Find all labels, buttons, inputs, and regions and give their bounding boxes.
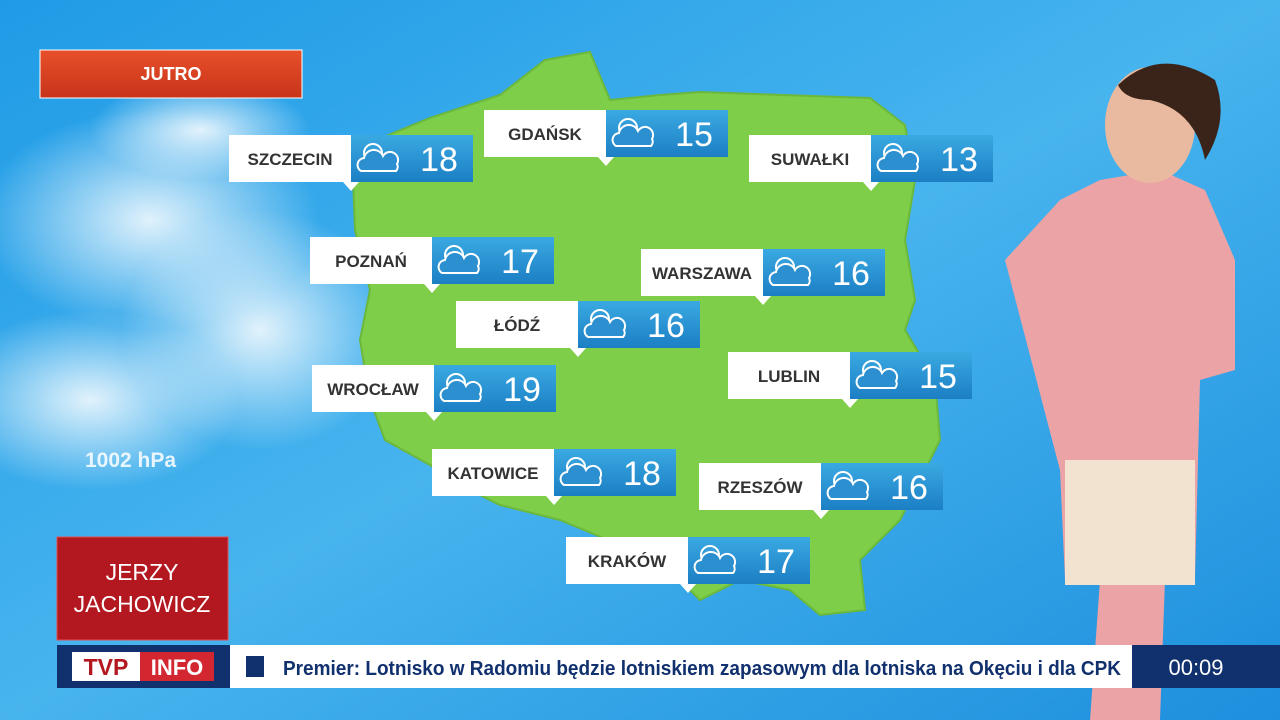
cloud-icon	[768, 262, 812, 286]
ticker-bullet	[246, 656, 264, 677]
city-forecasts: SZCZECIN 18 GDAŃSK 15 SUWAŁKI 13 POZNAŃ 17 WARSZ…	[229, 110, 993, 593]
date-badge	[39, 49, 303, 99]
city-label-box	[641, 249, 763, 296]
city-forecast: WROCŁAW 19	[312, 365, 556, 421]
presenter-name: JACHOWICZ	[74, 591, 211, 617]
pointer	[570, 348, 586, 357]
temperature: 15	[919, 358, 957, 396]
temperature: 16	[647, 307, 685, 345]
cloud-icon	[583, 314, 627, 338]
temperature: 16	[832, 255, 870, 293]
temperature: 18	[420, 141, 458, 179]
cloud-icon	[611, 123, 655, 147]
city-forecast: GDAŃSK 15	[484, 110, 728, 166]
pointer	[680, 584, 696, 593]
city-name: POZNAŃ	[335, 252, 407, 271]
date-label: JUTRO	[140, 64, 201, 84]
city-label-box	[310, 237, 432, 284]
pointer	[863, 182, 879, 191]
pointer	[546, 496, 562, 505]
city-forecast: LUBLIN 15	[728, 352, 972, 408]
ticker-text-bg	[230, 645, 1132, 688]
city-name: RZESZÓW	[718, 478, 804, 497]
name-box	[56, 536, 229, 641]
city-name: WARSZAWA	[652, 264, 752, 283]
city-forecast: SUWAŁKI 13	[749, 135, 993, 191]
city-label-box	[312, 365, 434, 412]
city-label-box	[728, 352, 850, 399]
city-name: SUWAŁKI	[771, 150, 849, 169]
ticker-text: Premier: Lotnisko w Radomiu będzie lotni…	[283, 658, 1122, 680]
city-name: KATOWICE	[448, 464, 539, 483]
logo-box	[140, 652, 214, 681]
presenter-name: JERZY	[106, 559, 179, 585]
temperature: 17	[757, 543, 795, 581]
cloud-icon	[826, 476, 870, 500]
cloud-icon	[559, 462, 603, 486]
city-forecast: SZCZECIN 18	[229, 135, 473, 191]
pointer	[842, 399, 858, 408]
city-label-box	[566, 537, 688, 584]
logo-tvp: TVP	[84, 654, 129, 680]
city-label-box	[229, 135, 351, 182]
city-name: SZCZECIN	[248, 150, 333, 169]
city-forecast: RZESZÓW 16	[699, 463, 943, 519]
pointer	[598, 157, 614, 166]
city-forecast: POZNAŃ 17	[310, 237, 554, 293]
cloud-icon	[876, 148, 920, 172]
pressure-label: 1002 hPa	[85, 449, 176, 472]
city-label-box	[432, 449, 554, 496]
city-name: WROCŁAW	[327, 380, 420, 399]
pointer	[755, 296, 771, 305]
pointer	[343, 182, 359, 191]
city-name: KRAKÓW	[588, 552, 667, 571]
city-label-box	[456, 301, 578, 348]
pointer	[813, 510, 829, 519]
pointer	[426, 412, 442, 421]
presenter	[1005, 63, 1235, 720]
temperature: 15	[675, 116, 713, 154]
pointer	[424, 284, 440, 293]
cloud-icon	[437, 250, 481, 274]
city-label-box	[749, 135, 871, 182]
city-name: GDAŃSK	[508, 125, 582, 144]
city-label-box	[699, 463, 821, 510]
city-forecast: ŁÓDŹ 16	[456, 301, 700, 357]
cloud-icon	[693, 550, 737, 574]
city-name: LUBLIN	[758, 367, 820, 386]
city-forecast: KATOWICE 18	[432, 449, 676, 505]
cloud-icon	[439, 378, 483, 402]
city-label-box	[484, 110, 606, 157]
temperature: 18	[623, 455, 661, 493]
city-forecast: WARSZAWA 16	[641, 249, 885, 305]
temperature: 17	[501, 243, 539, 281]
logo-info: INFO	[151, 655, 204, 680]
city-name: ŁÓDŹ	[494, 316, 540, 335]
cloud-icon	[855, 365, 899, 389]
logo-box	[72, 652, 140, 681]
temperature: 13	[940, 141, 978, 179]
clock: 00:09	[1168, 655, 1223, 680]
cloud-icon	[356, 148, 400, 172]
city-forecast: KRAKÓW 17	[566, 537, 810, 593]
temperature: 16	[890, 469, 928, 507]
temperature: 19	[503, 371, 541, 409]
